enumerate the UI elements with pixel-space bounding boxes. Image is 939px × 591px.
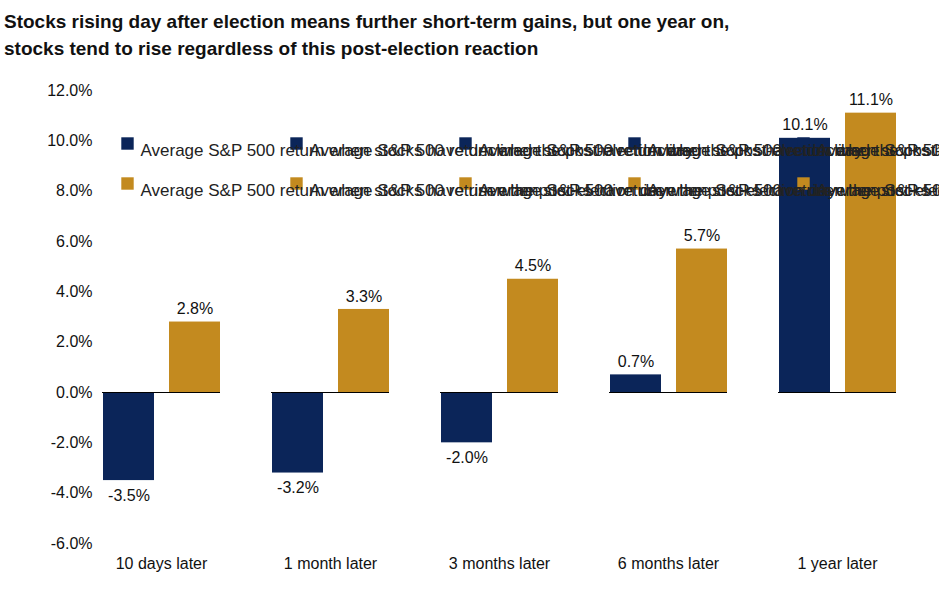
svg-text:0.7%: 0.7% bbox=[618, 353, 654, 370]
html-text:Stocks rising day after electi: Stocks rising day after election means f… bbox=[4, 11, 730, 59]
svg-text:4.0%: 4.0% bbox=[56, 283, 92, 300]
svg-text:10.1%: 10.1% bbox=[782, 116, 827, 133]
svg-text:2.8%: 2.8% bbox=[177, 300, 213, 317]
svg-text:-3.5%: -3.5% bbox=[108, 487, 150, 504]
svg-text:1 month later: 1 month later bbox=[284, 555, 378, 572]
svg-text:-6.0%: -6.0% bbox=[51, 535, 93, 552]
svg-text:12.0%: 12.0% bbox=[47, 82, 92, 99]
svg-text:3 months later: 3 months later bbox=[449, 555, 551, 572]
svg-text:5.7%: 5.7% bbox=[684, 227, 720, 244]
svg-text:2.0%: 2.0% bbox=[56, 333, 92, 350]
svg-text:Average S&P 500 return when st: Average S&P 500 return when stocks have … bbox=[817, 141, 939, 160]
svg-text:11.1%: 11.1% bbox=[849, 91, 893, 108]
svg-text:6 months later: 6 months later bbox=[618, 555, 720, 572]
svg-text:-3.2%: -3.2% bbox=[277, 479, 319, 496]
svg-text:Average S&P 500 return when st: Average S&P 500 return when stocks have … bbox=[817, 181, 939, 200]
svg-text:8.0%: 8.0% bbox=[56, 182, 92, 199]
svg-text:3.3%: 3.3% bbox=[346, 288, 382, 305]
svg-text:-4.0%: -4.0% bbox=[51, 484, 93, 501]
svg-text:1 year later: 1 year later bbox=[797, 555, 878, 572]
svg-text:10 days later: 10 days later bbox=[116, 555, 208, 572]
svg-text:-2.0%: -2.0% bbox=[446, 449, 488, 466]
svg-text:0.0%: 0.0% bbox=[56, 384, 92, 401]
svg-text:-2.0%: -2.0% bbox=[51, 434, 93, 451]
svg-text:10.0%: 10.0% bbox=[47, 132, 92, 149]
svg-text:4.5%: 4.5% bbox=[515, 257, 551, 274]
svg-text:6.0%: 6.0% bbox=[56, 233, 92, 250]
